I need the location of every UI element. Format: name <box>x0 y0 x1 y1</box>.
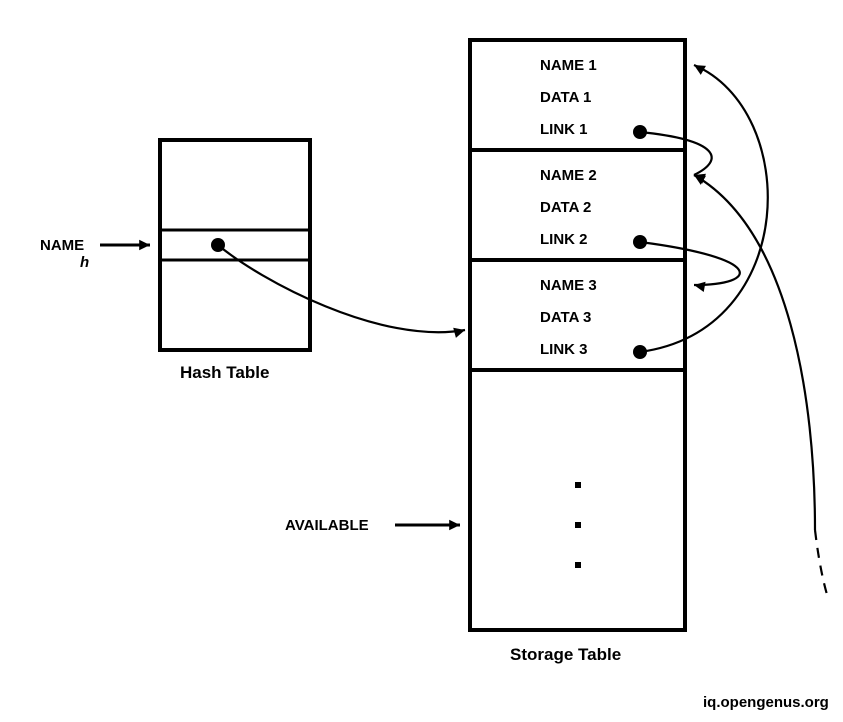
hash-table-caption: Hash Table <box>180 363 269 382</box>
storage-name: NAME 1 <box>540 57 597 74</box>
ellipsis-dot <box>575 482 581 488</box>
storage-data: DATA 3 <box>540 309 591 326</box>
available-label: AVAILABLE <box>285 517 369 534</box>
storage-name: NAME 3 <box>540 277 597 294</box>
storage-name: NAME 2 <box>540 167 597 184</box>
storage-link: LINK 2 <box>540 231 588 248</box>
hash-function-label: h <box>80 254 89 271</box>
storage-link: LINK 3 <box>540 341 588 358</box>
storage-data: DATA 2 <box>540 199 591 216</box>
ellipsis-dot <box>575 522 581 528</box>
ellipsis-dot <box>575 562 581 568</box>
storage-table-caption: Storage Table <box>510 645 621 664</box>
attribution: iq.opengenus.org <box>703 694 829 711</box>
storage-link: LINK 1 <box>540 121 588 138</box>
storage-data: DATA 1 <box>540 89 591 106</box>
name-label: NAME <box>40 237 84 254</box>
background <box>0 0 843 722</box>
